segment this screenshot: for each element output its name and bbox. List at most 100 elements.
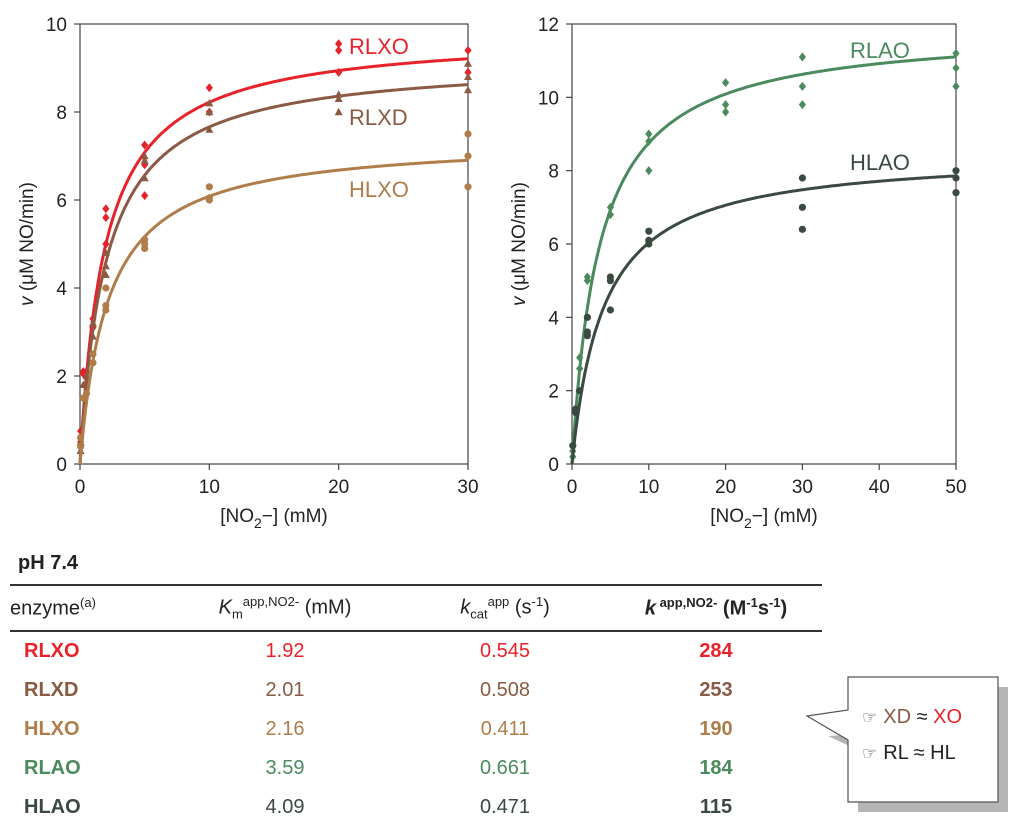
data-point-hlxo: [464, 130, 472, 138]
cell-km: 1.92: [265, 640, 305, 662]
data-point-rlxd: [140, 173, 149, 182]
callout-line-2: ☞ RL ≈ HL: [862, 742, 956, 764]
data-point-hlao: [798, 203, 806, 211]
data-point-rlxd: [334, 90, 343, 98]
y-tick-label: 10: [46, 15, 67, 36]
fit-curve-rlao: [570, 55, 957, 465]
cell-km: 2.01: [265, 679, 305, 701]
data-point-hlao: [952, 189, 960, 197]
data-point-rlxo: [102, 204, 110, 214]
data-point-rlxd: [205, 125, 214, 133]
header-km: Kmapp,NO2- (mM): [170, 584, 400, 632]
data-point-rlxo: [335, 45, 343, 55]
data-point-rlxd: [334, 94, 343, 102]
data-point-rlxo: [77, 426, 85, 436]
callout-line-1: ☞ XD ≈ XO: [862, 706, 963, 728]
cell-k: 253: [699, 679, 733, 701]
data-point-rlao: [645, 136, 653, 146]
x-tick-label: 40: [869, 477, 890, 498]
series-label-rlxd: RLXD: [349, 105, 408, 130]
data-point-hlxo: [205, 194, 213, 202]
data-point-rlxd: [464, 59, 472, 67]
data-point-rlao: [952, 63, 960, 73]
data-point-rlao: [576, 364, 584, 374]
data-point-rlxd: [140, 156, 149, 164]
data-point-hlao: [952, 167, 960, 175]
table-row: RLXD 2.01 0.508 253: [10, 671, 822, 710]
series-label-hlao: HLAO: [850, 150, 910, 175]
table-row: HLXO 2.16 0.411 190: [10, 710, 822, 749]
data-point-rlxd: [101, 270, 110, 278]
data-point-rlao: [645, 166, 653, 176]
y-axis-label: v (μM NO/min): [17, 182, 38, 306]
x-tick-label: 30: [457, 477, 478, 498]
data-point-rlxo: [464, 45, 472, 55]
y-tick-label: 6: [56, 191, 67, 212]
y-axis-label: v (μM NO/min): [509, 182, 530, 306]
data-point-hlxo: [205, 183, 213, 191]
data-point-hlxo: [141, 236, 149, 244]
data-point-hlxo: [89, 359, 97, 367]
x-tick-label: 20: [715, 477, 736, 498]
y-tick-label: 2: [56, 367, 67, 388]
data-point-rlao: [798, 100, 806, 110]
data-point-rlao: [798, 81, 806, 91]
cell-km: 2.16: [265, 718, 305, 740]
header-kcat: kcatapp (s-1): [400, 584, 610, 632]
data-point-hlao: [798, 225, 806, 233]
header-enzyme: enzyme(a): [10, 584, 170, 632]
data-point-hlxo: [89, 350, 97, 358]
data-point-rlxo: [141, 191, 149, 201]
data-point-rlxd: [205, 107, 214, 116]
data-point-hlao: [645, 236, 653, 244]
table-row: RLXO 1.92 0.545 284: [10, 631, 822, 671]
cell-k: 184: [699, 757, 733, 779]
series-label-rlao: RLAO: [850, 38, 910, 63]
data-point-hlxo: [102, 284, 110, 292]
cell-enzyme: RLAO: [24, 757, 81, 779]
data-point-rlxd: [101, 248, 110, 256]
data-point-hlao: [798, 174, 806, 182]
data-point-hlao: [583, 328, 591, 336]
y-tick-label: 8: [548, 162, 559, 183]
x-tick-label: 20: [328, 477, 349, 498]
data-point-rlxo: [335, 39, 343, 49]
data-point-rlao: [576, 353, 584, 363]
data-point-hlao: [572, 405, 580, 413]
condition-label: pH 7.4: [18, 552, 79, 574]
plot-frame: [79, 23, 469, 465]
data-point-rlao: [952, 81, 960, 91]
cell-enzyme: HLXO: [24, 718, 80, 740]
table-row: RLAO 3.59 0.661 184: [10, 749, 822, 788]
x-axis-label: [NO2−] (mM): [710, 506, 818, 531]
data-point-hlao: [645, 227, 653, 235]
cell-kcat: 0.508: [479, 679, 531, 701]
cell-enzyme: RLXD: [24, 679, 79, 701]
pointing-hand-icon: ☞: [862, 708, 878, 727]
chart-right: 0 10 20 30 40 50 0 2 4 6 8 10 12 [NO2−] (mM) v (μM NO/…: [509, 15, 967, 531]
y-tick-label: 10: [538, 88, 559, 109]
data-point-rlao: [798, 52, 806, 62]
data-point-rlxd: [88, 319, 97, 327]
data-point-hlao: [952, 174, 960, 182]
cell-kcat: 0.545: [479, 640, 531, 662]
data-point-hlxo: [102, 302, 110, 310]
y-tick-label: 6: [548, 235, 559, 256]
cell-km: 4.09: [265, 796, 305, 818]
table-header-row: enzyme(a) Kmapp,NO2- (mM) kcatapp (s-1) …: [10, 584, 822, 632]
x-tick-label: 30: [792, 477, 813, 498]
table-row: HLAO 4.09 0.471 115: [10, 788, 822, 827]
header-k: k app,NO2- (M-1s-1): [610, 584, 822, 632]
series-label-rlxo: RLXO: [349, 34, 409, 59]
x-tick-label: 50: [945, 477, 966, 498]
x-tick-label: 0: [567, 477, 578, 498]
data-point-rlxo: [102, 213, 110, 223]
data-point-rlxd: [140, 151, 149, 160]
y-tick-label: 8: [56, 103, 67, 124]
cell-kcat: 0.471: [479, 796, 531, 818]
cell-km: 3.59: [265, 757, 305, 779]
data-point-rlxd: [205, 99, 214, 107]
data-point-rlxd: [79, 380, 88, 388]
data-point-rlxd: [88, 332, 97, 340]
